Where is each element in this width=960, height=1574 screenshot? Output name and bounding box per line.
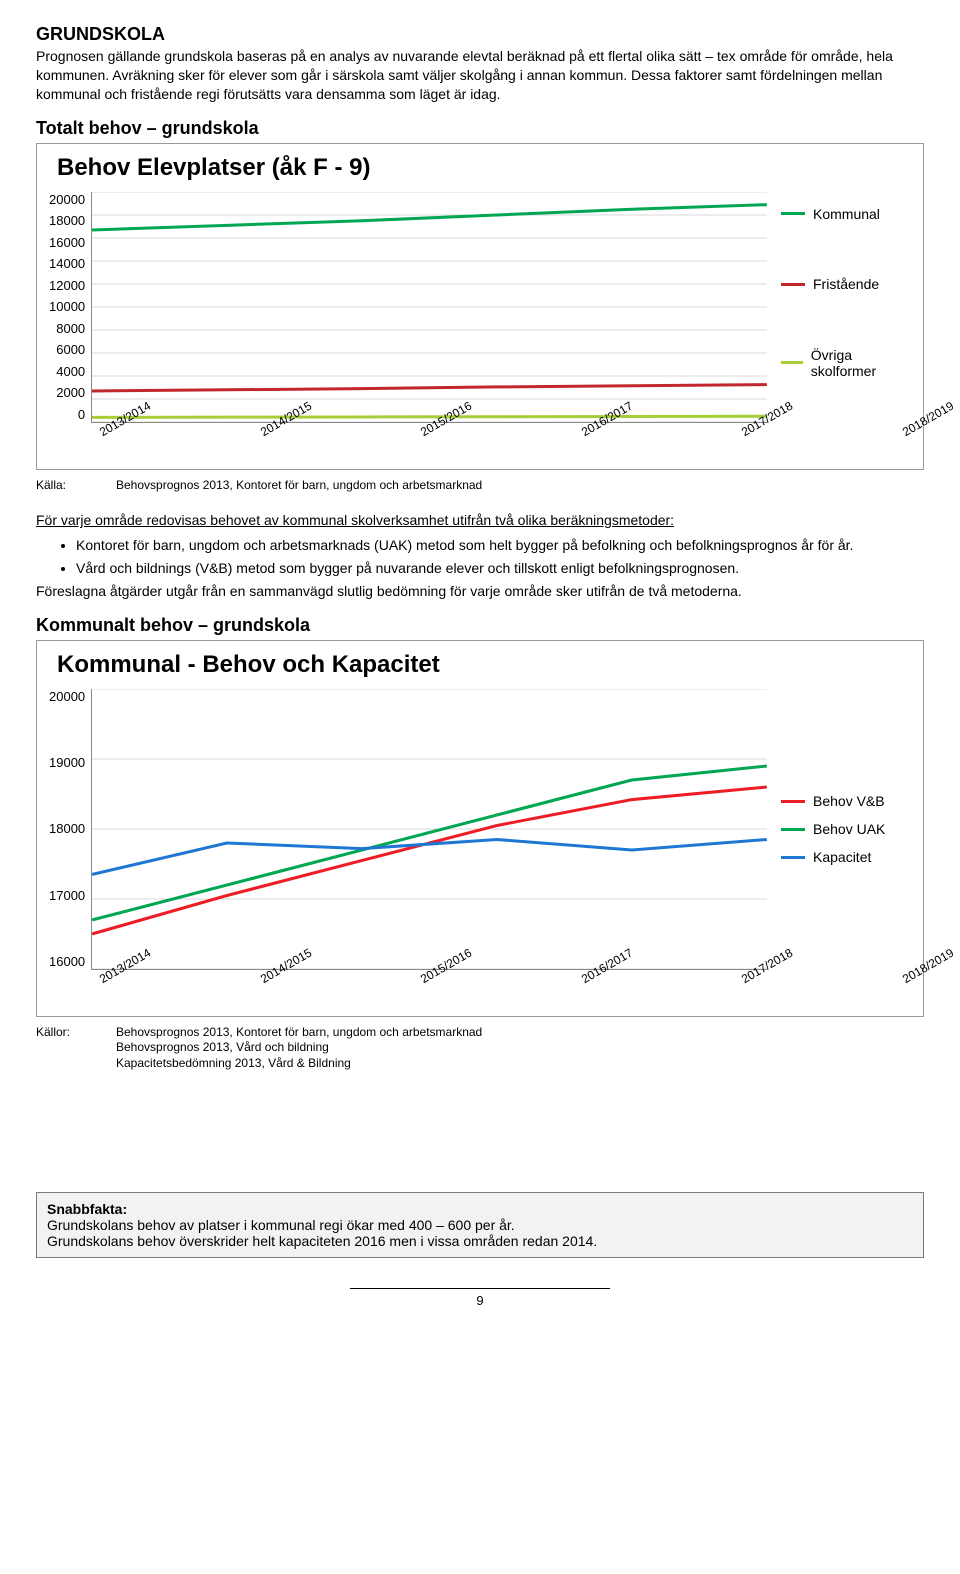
legend-swatch (781, 828, 805, 831)
xtick-label: 2017/2018 (739, 426, 747, 439)
chart2-xaxis: 2013/2014 2014/2015 2015/2016 2016/2017 2017… (97, 974, 901, 988)
chart1-container: Behov Elevplatser (åk F - 9) 20000180001… (36, 143, 924, 470)
fact-title: Snabbfakta: (47, 1201, 913, 1217)
legend-swatch (781, 800, 805, 803)
xtick-label: 2013/2014 (97, 426, 105, 439)
chart2-plot (91, 689, 767, 970)
ytick-label: 8000 (56, 321, 85, 336)
source-values: Behovsprognos 2013, Kontoret för barn, u… (116, 478, 482, 494)
source-line: Behovsprognos 2013, Kontoret för barn, u… (116, 1025, 482, 1041)
source-line: Behovsprognos 2013, Vård och bildning (116, 1040, 482, 1056)
source-values: Behovsprognos 2013, Kontoret för barn, u… (116, 1025, 482, 1072)
page-number: 9 (350, 1288, 610, 1308)
chart2-title: Kommunal - Behov och Kapacitet (57, 651, 911, 679)
fact-line: Grundskolans behov överskrider helt kapa… (47, 1233, 913, 1249)
xtick-label: 2015/2016 (418, 426, 426, 439)
ytick-label: 12000 (49, 278, 85, 293)
fact-box: Snabbfakta: Grundskolans behov av platse… (36, 1192, 924, 1258)
legend-label: Behov V&B (813, 793, 885, 809)
ytick-label: 6000 (56, 342, 85, 357)
section2-title: Kommunalt behov – grundskola (36, 615, 924, 636)
ytick-label: 17000 (49, 888, 85, 903)
chart1-yaxis: 2000018000160001400012000100008000600040… (49, 192, 91, 422)
legend-item: Kommunal (781, 206, 911, 222)
mid-lead-text: För varje område redovisas behovet av ko… (36, 512, 674, 528)
fact-line: Grundskolans behov av platser i kommunal… (47, 1217, 913, 1233)
bullet-item: Kontoret för barn, ungdom och arbetsmark… (76, 536, 924, 555)
legend-item: Fristående (781, 276, 911, 292)
xtick-label: 2017/2018 (739, 973, 747, 986)
ytick-label: 19000 (49, 755, 85, 770)
mid-tail: Föreslagna åtgärder utgår från en samman… (36, 582, 924, 601)
chart2-legend: Behov V&B Behov UAK Kapacitet (767, 689, 911, 970)
chart2-yaxis: 20000 19000 18000 17000 16000 (49, 689, 91, 969)
ytick-label: 20000 (49, 192, 85, 207)
legend-label: Fristående (813, 276, 879, 292)
ytick-label: 16000 (49, 954, 85, 969)
legend-item: Övriga skolformer (781, 347, 911, 379)
chart1-plot (91, 192, 767, 423)
bullet-item: Vård och bildnings (V&B) metod som bygge… (76, 559, 924, 578)
ytick-label: 14000 (49, 256, 85, 271)
legend-item: Behov UAK (781, 821, 911, 837)
chart1-legend: Kommunal Fristående Övriga skolformer (767, 192, 911, 423)
section1-title: Totalt behov – grundskola (36, 118, 924, 139)
source-line: Behovsprognos 2013, Kontoret för barn, u… (116, 478, 482, 494)
intro-paragraph: Prognosen gällande grundskola baseras på… (36, 47, 924, 104)
legend-label: Övriga skolformer (811, 347, 911, 379)
xtick-label: 2014/2015 (258, 426, 266, 439)
xtick-label: 2013/2014 (97, 973, 105, 986)
chart1-title: Behov Elevplatser (åk F - 9) (57, 154, 911, 182)
chart1-source: Källa: Behovsprognos 2013, Kontoret för … (36, 478, 924, 494)
xtick-label: 2018/2019 (900, 973, 908, 986)
legend-label: Kapacitet (813, 849, 871, 865)
ytick-label: 18000 (49, 213, 85, 228)
chart2-source: Källor: Behovsprognos 2013, Kontoret för… (36, 1025, 924, 1072)
mid-lead: För varje område redovisas behovet av ko… (36, 511, 924, 530)
xtick-label: 2014/2015 (258, 973, 266, 986)
xtick-label: 2018/2019 (900, 426, 908, 439)
legend-swatch (781, 283, 805, 286)
source-label: Källor: (36, 1025, 116, 1072)
ytick-label: 18000 (49, 821, 85, 836)
legend-label: Behov UAK (813, 821, 885, 837)
ytick-label: 16000 (49, 235, 85, 250)
ytick-label: 2000 (56, 385, 85, 400)
legend-label: Kommunal (813, 206, 880, 222)
legend-item: Kapacitet (781, 849, 911, 865)
xtick-label: 2016/2017 (579, 973, 587, 986)
chart1-xaxis: 2013/2014 2014/2015 2015/2016 2016/2017 2017… (97, 427, 901, 441)
source-label: Källa: (36, 478, 116, 494)
legend-item: Behov V&B (781, 793, 911, 809)
legend-swatch (781, 856, 805, 859)
ytick-label: 0 (78, 407, 85, 422)
source-line: Kapacitetsbedömning 2013, Vård & Bildnin… (116, 1056, 482, 1072)
legend-swatch (781, 212, 805, 215)
ytick-label: 10000 (49, 299, 85, 314)
xtick-label: 2016/2017 (579, 426, 587, 439)
xtick-label: 2015/2016 (418, 973, 426, 986)
legend-swatch (781, 361, 803, 364)
chart2-container: Kommunal - Behov och Kapacitet 20000 1900… (36, 640, 924, 1017)
ytick-label: 4000 (56, 364, 85, 379)
page-title: GRUNDSKOLA (36, 24, 924, 45)
ytick-label: 20000 (49, 689, 85, 704)
mid-bullets: Kontoret för barn, ungdom och arbetsmark… (36, 536, 924, 578)
